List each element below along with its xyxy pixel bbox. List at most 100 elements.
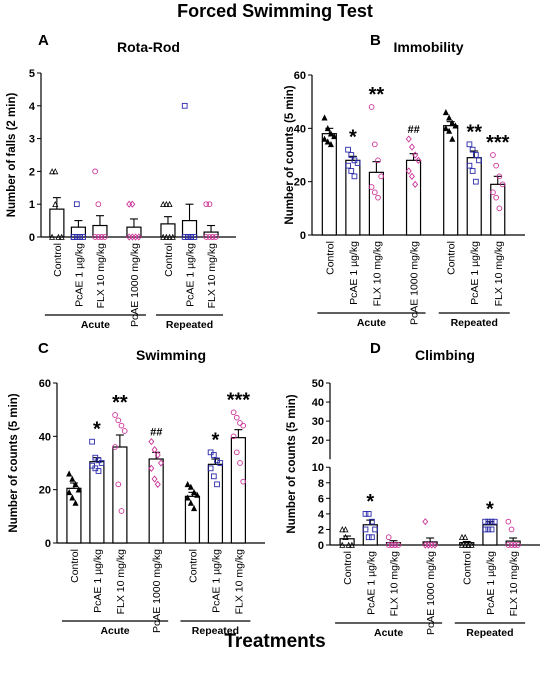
category-label: FLX 10 mg/kg (233, 549, 245, 615)
data-point (462, 533, 469, 541)
data-point (378, 173, 385, 180)
data-point (66, 489, 73, 496)
data-point (321, 114, 328, 121)
data-point (166, 233, 173, 240)
data-point (425, 541, 432, 549)
data-point (408, 143, 415, 151)
data-point (160, 200, 167, 208)
data-point (73, 234, 80, 240)
significance-label: ** (369, 84, 385, 106)
y-tick-label: 20 (39, 485, 51, 497)
y-tick-label: 0 (300, 230, 306, 242)
data-point (52, 200, 59, 208)
data-point (449, 119, 456, 126)
category-label: PcAE 1 µg/kg (365, 551, 377, 615)
y-tick-label: 2 (318, 524, 324, 536)
y-tick-label: 8 (318, 478, 324, 490)
y-tick-label: 0 (45, 538, 51, 550)
data-point (348, 152, 355, 158)
y-tick-label: 2 (29, 166, 35, 178)
y-tick-label: 1 (29, 199, 35, 211)
bar (89, 461, 105, 544)
data-point (362, 511, 369, 517)
significance-label: * (93, 419, 101, 441)
data-point (476, 157, 482, 164)
data-point (405, 135, 412, 143)
data-point (365, 511, 372, 517)
data-point (209, 234, 216, 240)
panel-a: A Rota-Rod Number of falls (2 min) 0 1 2 3 4 5 Co… (6, 32, 236, 331)
y-tick-label: 6 (318, 493, 324, 505)
category-label: FLX 10 mg/kg (115, 549, 127, 615)
data-point (508, 542, 515, 548)
y-tick-label: 20 (312, 435, 324, 447)
data-point (446, 127, 453, 134)
data-point (362, 526, 369, 533)
category-label: PcAE 1 µg/kg (485, 551, 497, 615)
data-point (148, 438, 155, 446)
panel-title: Immobility (393, 39, 463, 55)
data-point (157, 459, 164, 467)
data-point (230, 433, 237, 440)
data-point (449, 135, 456, 142)
data-point (237, 420, 243, 426)
data-point (412, 180, 419, 188)
category-label: Control (187, 549, 199, 583)
data-point (431, 541, 438, 549)
panel-letter: A (38, 32, 49, 49)
bar (345, 159, 361, 236)
data-point (154, 480, 161, 488)
data-point (466, 162, 473, 169)
data-point (511, 542, 518, 548)
data-point (98, 460, 105, 466)
data-point (452, 122, 459, 129)
category-label: FLX 10 mg/kg (206, 243, 218, 309)
data-point (73, 201, 80, 208)
data-point (499, 181, 506, 188)
data-point (375, 194, 381, 201)
data-point (190, 489, 198, 496)
data-point (112, 412, 118, 418)
data-point (92, 234, 99, 240)
panel-d: D Climbing Number of counts (5 min) 0 2 4 6 8 10… (286, 340, 540, 639)
significance-label: ** (112, 392, 128, 414)
data-point (118, 508, 125, 514)
data-point (468, 541, 475, 548)
data-point (154, 451, 161, 459)
data-point (327, 141, 334, 148)
data-point (80, 234, 87, 240)
data-point (369, 518, 375, 525)
significance-label: ## (407, 124, 420, 136)
category-label: Control (446, 241, 458, 275)
data-point (415, 156, 422, 164)
category-label: Control (342, 551, 354, 585)
data-point (160, 233, 167, 240)
data-point (233, 414, 240, 421)
data-point (368, 184, 375, 190)
data-point (348, 168, 355, 174)
data-point (237, 460, 243, 466)
group-label: Acute (100, 625, 129, 637)
group-label: Acute (374, 627, 403, 639)
data-point (331, 133, 338, 140)
category-label: PcAE 1 µg/kg (92, 549, 104, 613)
data-point (488, 526, 495, 533)
y-tick-label: 0 (29, 232, 35, 244)
data-point (98, 234, 105, 240)
data-point (469, 146, 476, 153)
panel-letter: D (370, 340, 381, 357)
category-label: PcAE 1 µg/kg (73, 243, 85, 307)
data-point (321, 135, 328, 142)
data-point (327, 130, 334, 137)
data-point (115, 417, 122, 424)
data-point (385, 534, 392, 541)
data-point (95, 201, 102, 208)
data-point (230, 409, 237, 416)
y-tick-label: 40 (294, 123, 306, 135)
data-point (118, 422, 125, 429)
data-point (389, 542, 395, 548)
category-label: PcAE 1 µg/kg (348, 241, 360, 305)
category-label: FLX 10 mg/kg (388, 551, 400, 617)
data-point (185, 234, 191, 240)
